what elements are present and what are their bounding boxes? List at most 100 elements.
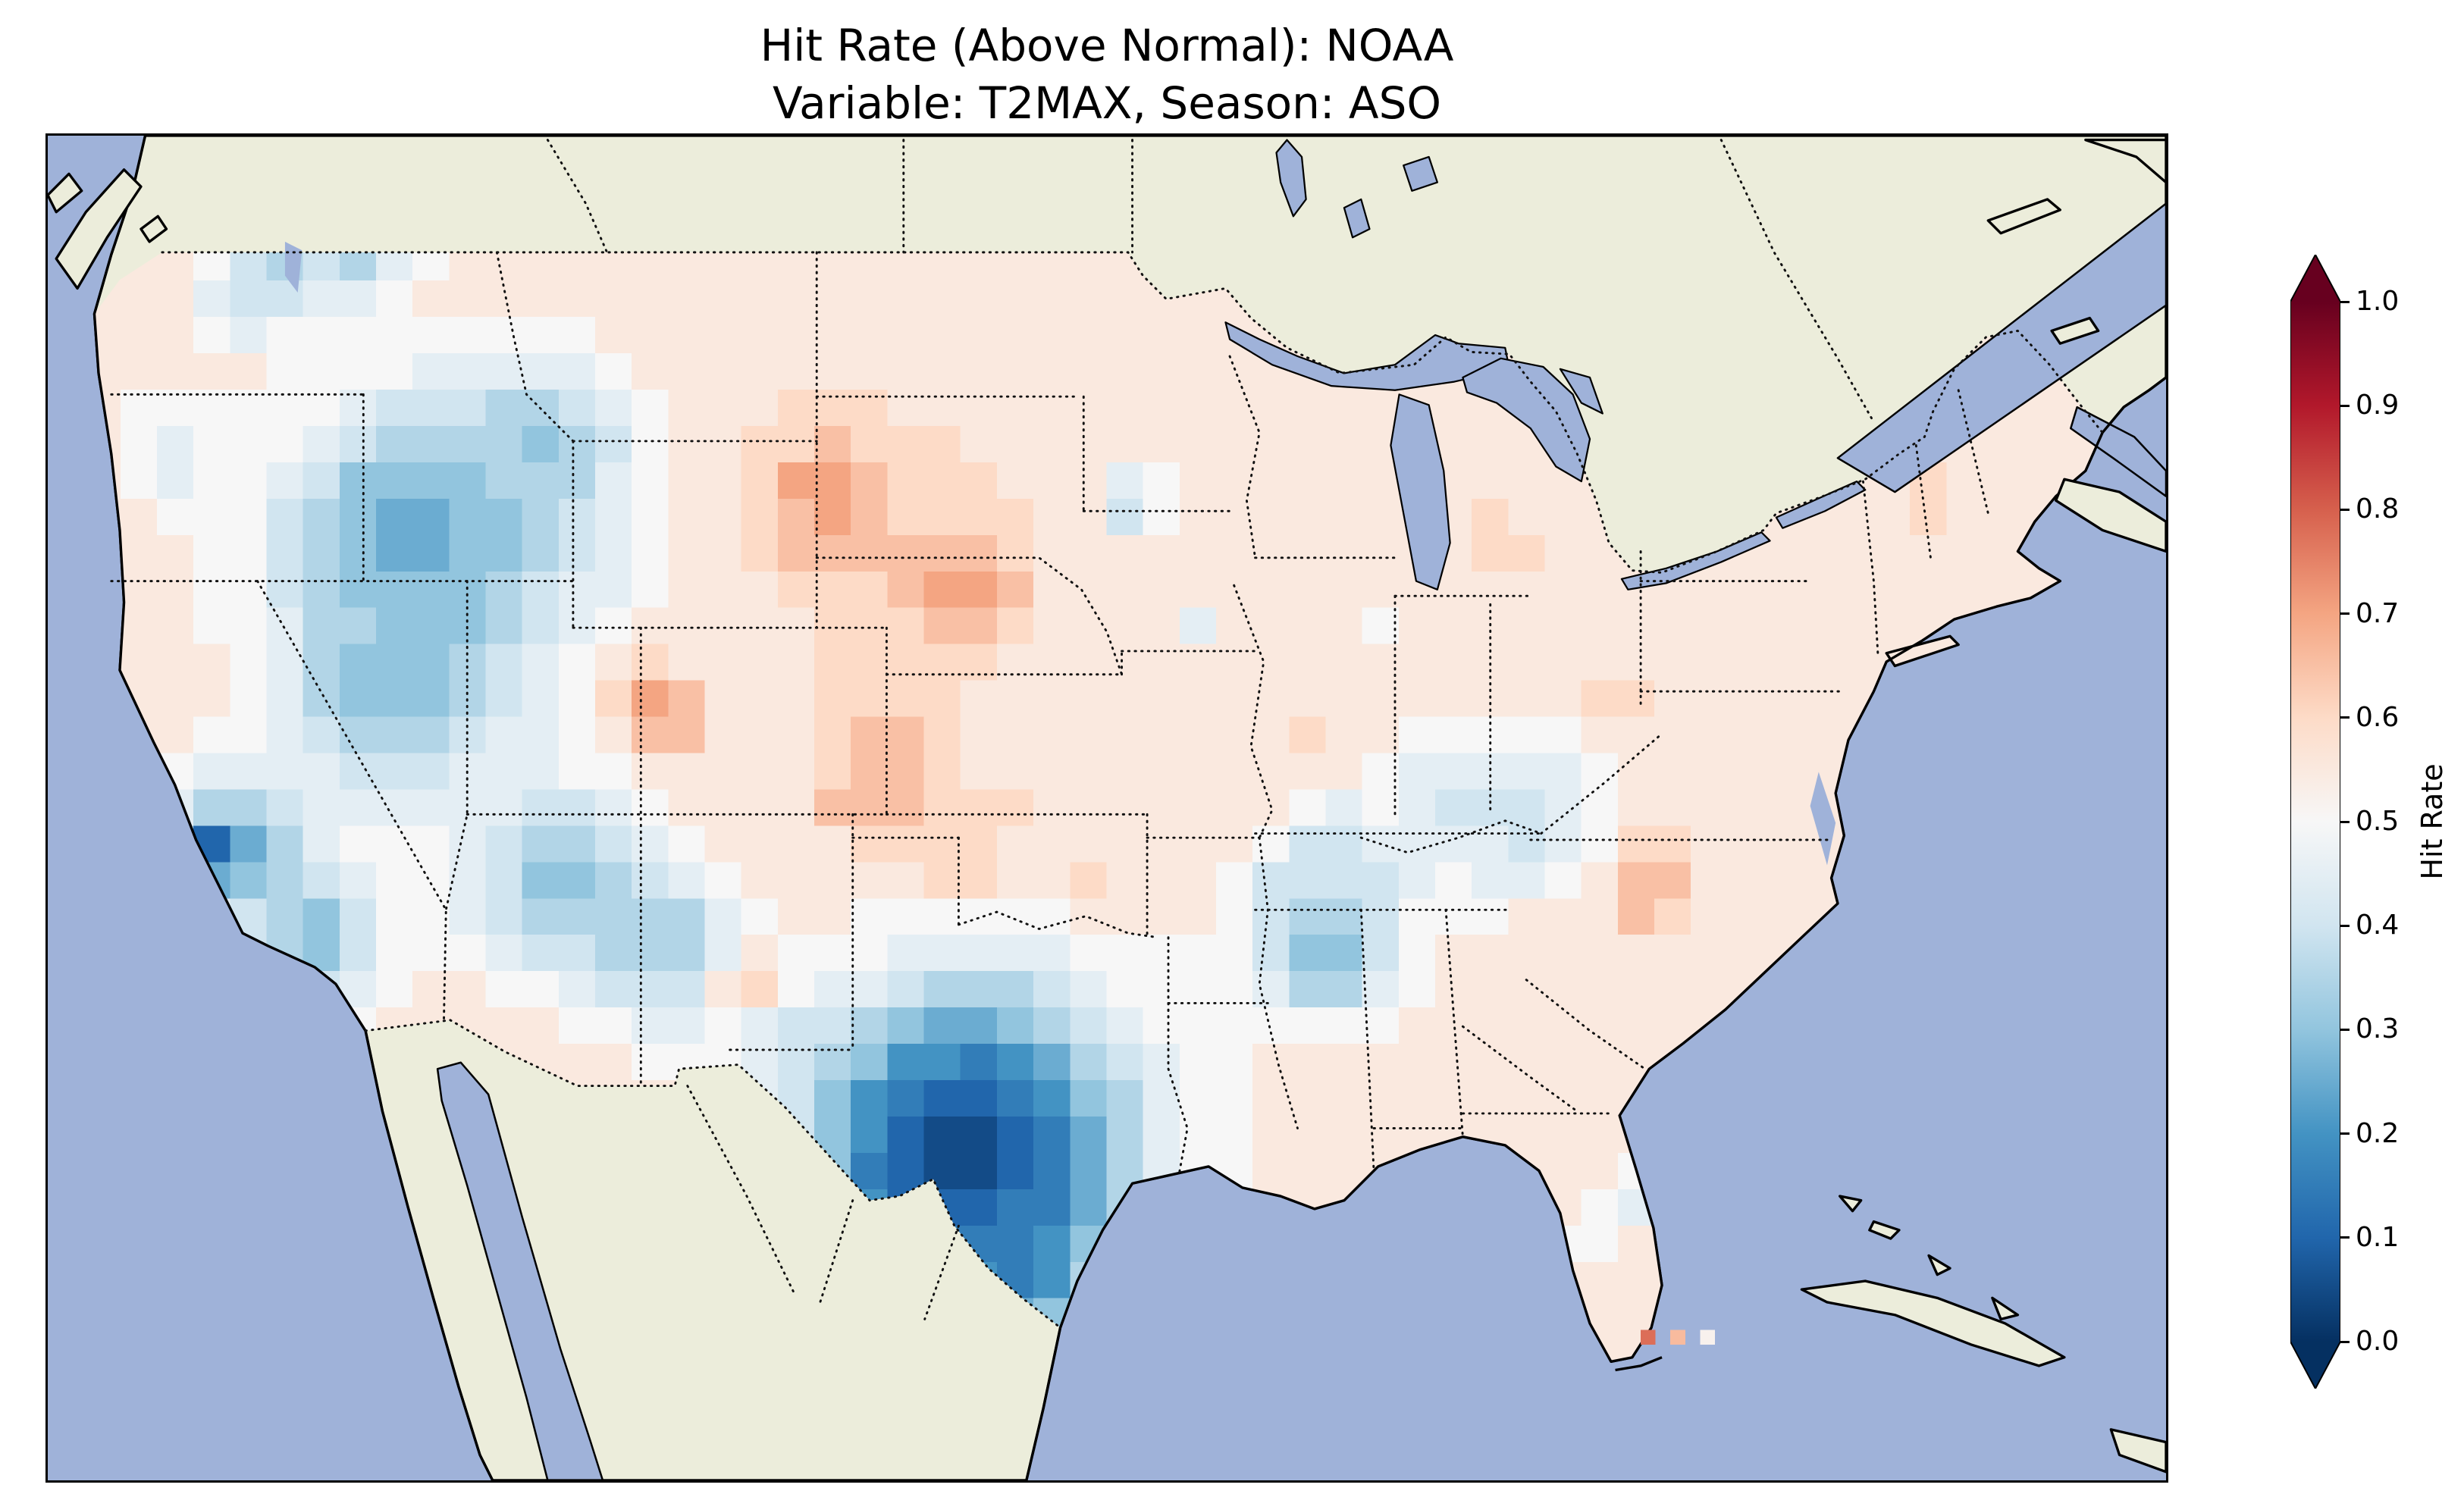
heatmap-cell <box>339 680 378 718</box>
heatmap-cell <box>996 825 1035 863</box>
heatmap-cell <box>412 644 450 681</box>
heatmap-cell <box>303 252 340 282</box>
heatmap-cell <box>1215 644 1254 681</box>
heatmap-cell <box>230 644 268 681</box>
heatmap-cell <box>303 426 340 464</box>
heatmap-cell <box>1106 353 1144 391</box>
heatmap-cell <box>1654 898 1692 936</box>
heatmap-cell <box>1215 498 1254 536</box>
heatmap-cell <box>668 390 706 428</box>
heatmap-cell <box>668 935 706 973</box>
heatmap-cell <box>303 644 340 681</box>
heatmap-cell <box>996 971 1035 1009</box>
heatmap-cell <box>1289 571 1327 609</box>
heatmap-cell <box>412 971 450 1009</box>
heatmap-cell <box>668 971 706 1009</box>
heatmap-cell <box>120 462 158 500</box>
heatmap-cell <box>266 426 304 464</box>
heatmap-cell <box>1472 571 1509 609</box>
heatmap-cell <box>1727 825 1765 863</box>
heatmap-cell <box>193 317 231 355</box>
heatmap-cell <box>1143 607 1180 645</box>
heatmap-cell <box>704 462 742 500</box>
heatmap-cell <box>1691 680 1729 718</box>
heatmap-cell <box>1106 498 1144 536</box>
heatmap-cell <box>1070 862 1108 900</box>
heatmap-cell <box>193 252 231 282</box>
bay-of-fundy <box>2070 406 2166 497</box>
heatmap-cell <box>704 935 742 973</box>
heatmap-cell <box>375 534 414 572</box>
heatmap-cell <box>814 426 852 464</box>
heatmap-cell <box>1691 935 1729 973</box>
heatmap-cell <box>1617 607 1656 645</box>
heatmap-cell <box>1617 971 1656 1009</box>
heatmap-cell <box>595 1044 633 1082</box>
heatmap-cell <box>960 353 998 391</box>
heatmap-cell <box>996 935 1035 973</box>
heatmap-cell <box>156 716 195 754</box>
heatmap-cell <box>923 353 961 391</box>
heatmap-cell <box>522 280 560 318</box>
heatmap-cell <box>558 680 597 718</box>
heatmap-cell <box>595 1007 633 1045</box>
heatmap-cell <box>558 534 597 572</box>
heatmap-cell <box>1033 317 1071 355</box>
heatmap-cell <box>996 1189 1035 1226</box>
heatmap-cell <box>1398 1044 1437 1082</box>
heatmap-cell <box>1800 716 1839 754</box>
heatmap-cell <box>851 1152 889 1190</box>
heatmap-cell <box>1143 789 1180 827</box>
heatmap-cell <box>777 862 816 900</box>
heatmap-cell <box>1581 753 1619 791</box>
heatmap-cell <box>595 898 633 936</box>
heatmap-cell <box>339 498 378 536</box>
heatmap-cell <box>1434 390 1473 428</box>
heatmap-cell <box>303 789 340 827</box>
heatmap-cell <box>1472 825 1509 863</box>
heatmap-cell <box>1873 571 1911 609</box>
heatmap-cell <box>449 462 487 500</box>
heatmap-cell <box>1581 1007 1619 1045</box>
heatmap-cell <box>996 789 1035 827</box>
heatmap-cell <box>887 1116 925 1154</box>
heatmap-cell <box>741 317 779 355</box>
heatmap-cell <box>1106 971 1144 1009</box>
heatmap-cell <box>887 353 925 391</box>
heatmap-cell <box>1836 607 1875 645</box>
heatmap-cell <box>1800 571 1839 609</box>
heatmap-cell <box>522 426 560 464</box>
heatmap-cell <box>230 462 268 500</box>
heatmap-cell <box>1544 935 1582 973</box>
heatmap-cell <box>1289 789 1327 827</box>
heatmap-cell <box>1289 498 1327 536</box>
heatmap-cell <box>1727 644 1765 681</box>
colorbar-tick-label: 0.4 <box>2356 910 2400 941</box>
heatmap-cell <box>1033 426 1071 464</box>
heatmap-cell <box>1508 607 1546 645</box>
heatmap-cell <box>1106 1080 1144 1118</box>
heatmap-cell <box>1215 825 1254 863</box>
heatmap-cell <box>1106 390 1144 428</box>
heatmap-cell <box>632 898 669 936</box>
heatmap-cell <box>1070 426 1108 464</box>
heatmap-cell <box>449 935 487 973</box>
heatmap-cell <box>704 898 742 936</box>
heatmap-cell <box>485 862 523 900</box>
heatmap-cell <box>1800 680 1839 718</box>
heatmap-cell <box>1252 644 1290 681</box>
heatmap-cell <box>704 825 742 863</box>
heatmap-cell <box>1362 971 1400 1009</box>
heatmap-cell <box>449 252 487 282</box>
islands <box>48 138 2166 1474</box>
figure-title: Hit Rate (Above Normal): NOAA Variable: … <box>45 17 2168 132</box>
heatmap-cell <box>1179 534 1218 572</box>
heatmap-cell <box>1252 607 1290 645</box>
heatmap-cell <box>485 426 523 464</box>
heatmap-cell <box>558 1007 597 1045</box>
heatmap-cell <box>668 317 706 355</box>
lake-nipigon <box>1403 155 1438 192</box>
heatmap-cell <box>632 353 669 391</box>
heatmap-cell <box>1143 825 1180 863</box>
heatmap-cell <box>1325 862 1363 900</box>
